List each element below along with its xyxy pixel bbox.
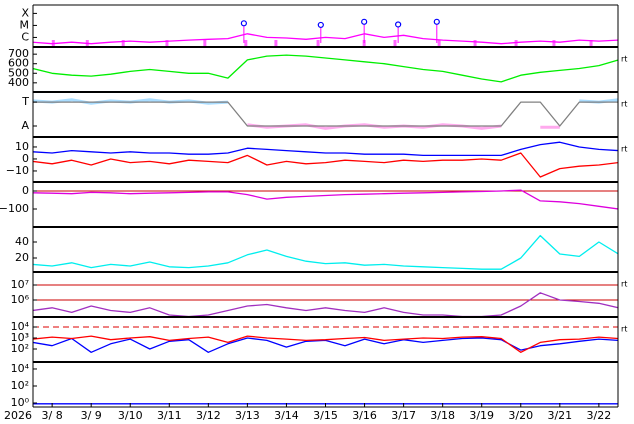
series-line [33, 234, 618, 270]
side-label: rt [621, 325, 627, 334]
y-tick-label: 10² [11, 379, 29, 392]
flare-marker [317, 21, 324, 29]
y-tick-label: 10 [15, 140, 29, 153]
y-tick-label: 0 [22, 152, 29, 165]
y-tick-label: 40 [15, 235, 29, 248]
y-tick-label: M [20, 18, 30, 31]
event-marker [165, 40, 169, 46]
y-tick-label: 10⁷ [11, 278, 29, 291]
y-tick-label: −10 [6, 164, 29, 177]
y-tick-label: 20 [15, 251, 29, 264]
event-marker [316, 40, 320, 46]
event-marker [589, 40, 593, 46]
event-marker [203, 40, 207, 46]
event-marker [244, 40, 248, 46]
x-tick-label: 3/13 [235, 409, 260, 422]
event-marker [121, 40, 125, 46]
event-marker [393, 40, 397, 46]
y-tick-label: 10³ [11, 331, 29, 344]
series-line [33, 335, 618, 353]
panel [33, 24, 618, 46]
y-tick-label: T [21, 95, 29, 108]
side-label: rt [621, 280, 627, 289]
event-marker [473, 40, 477, 46]
series-line [33, 337, 618, 353]
flare-marker [395, 21, 402, 28]
flare-marker [361, 18, 368, 25]
series-line [33, 189, 618, 210]
event-marker [552, 40, 556, 46]
side-label: rt [621, 55, 627, 64]
x-tick-label: 3/12 [196, 409, 221, 422]
x-tick-label: 3/21 [547, 409, 572, 422]
panel [33, 189, 618, 210]
y-tick-label: −100 [0, 202, 29, 215]
series-line [33, 141, 618, 157]
y-tick-label: 400 [8, 76, 29, 89]
x-tick-label: 3/20 [508, 409, 533, 422]
panel [33, 326, 618, 353]
y-tick-label: 10⁶ [11, 293, 30, 306]
y-tick-label: A [21, 119, 29, 132]
side-label: rt [621, 100, 627, 109]
x-tick-label: 3/14 [274, 409, 299, 422]
x-tick-label: 3/17 [391, 409, 416, 422]
x-tick-label: 3/11 [157, 409, 182, 422]
series-line [33, 54, 618, 83]
panel [33, 54, 618, 83]
side-label: rt [621, 145, 627, 154]
y-tick-label: 10⁰ [11, 396, 30, 409]
panel [33, 284, 618, 317]
x-tick-label: 3/ 9 [81, 409, 102, 422]
series-line [33, 101, 618, 127]
series-line [33, 152, 618, 178]
panel [33, 141, 618, 178]
y-tick-label: 500 [8, 66, 29, 79]
x-tick-label: 3/16 [352, 409, 377, 422]
x-tick-label: 3/19 [469, 409, 494, 422]
series-line [33, 292, 618, 317]
y-tick-label: 600 [8, 57, 29, 70]
x-tick-label: 3/22 [587, 409, 612, 422]
flare-marker [433, 18, 440, 25]
x-tick-label: 3/18 [430, 409, 455, 422]
flare-marker [240, 20, 247, 27]
event-marker [274, 40, 278, 46]
y-tick-label: 10² [11, 342, 29, 355]
y-tick-label: 10⁴ [11, 362, 30, 375]
y-tick-label: C [21, 30, 29, 43]
y-tick-label: X [21, 6, 29, 19]
y-tick-label: 0 [22, 184, 29, 197]
x-tick-label: 3/10 [118, 409, 143, 422]
event-marker [437, 40, 441, 46]
x-axis-year: 2026 [4, 409, 32, 422]
series-line [33, 33, 618, 45]
panel [33, 98, 618, 130]
y-tick-label: 10⁴ [11, 320, 30, 333]
x-tick-label: 3/ 8 [42, 409, 63, 422]
y-tick-label: 700 [8, 47, 29, 60]
panel [33, 234, 618, 270]
x-tick-label: 3/15 [313, 409, 338, 422]
